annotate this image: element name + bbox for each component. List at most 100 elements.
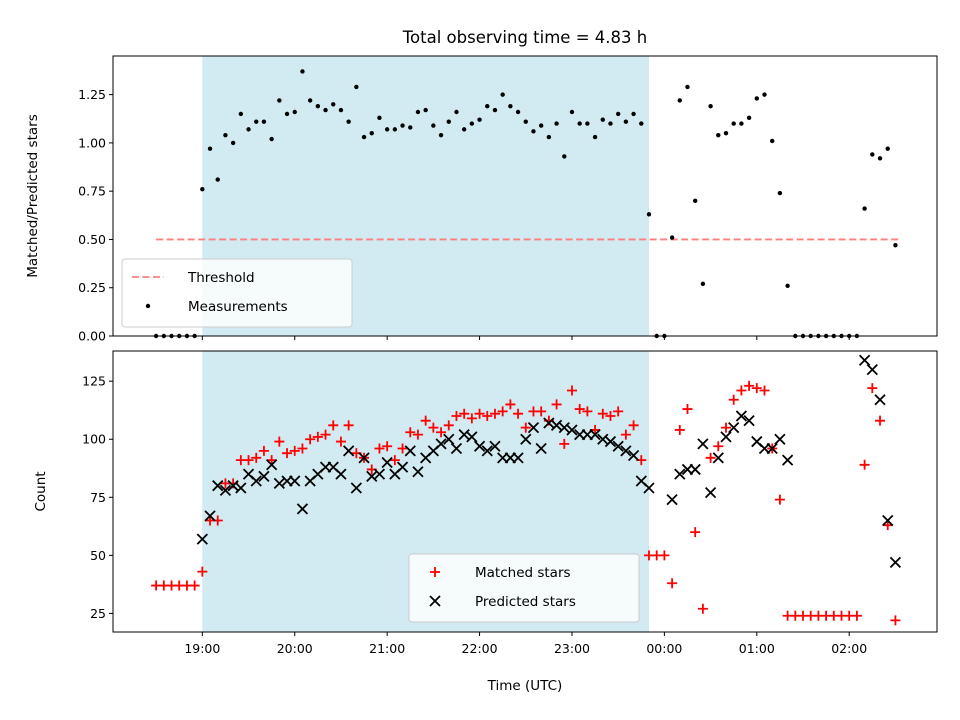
- predicted-star-point: [343, 445, 355, 457]
- ratio-panel: 0.00 0.25 0.50 0.75 1.00 1.25 Total observing…: [25, 28, 938, 344]
- matched-star-point: [251, 452, 262, 463]
- matched-star-point: [459, 408, 470, 419]
- predicted-star-point: [781, 454, 794, 466]
- measurement-point: [338, 107, 344, 113]
- measurement-point: [554, 121, 559, 126]
- predicted-star-point: [527, 421, 540, 434]
- predicted-star-point: [643, 482, 655, 494]
- matched-star-point: [282, 448, 293, 459]
- matched-star-point: [312, 431, 323, 442]
- measurement-point: [608, 121, 613, 126]
- x-tick-label: 21:00: [369, 641, 405, 656]
- matched-star-point: [713, 441, 724, 452]
- predicted-star-point: [350, 482, 362, 494]
- matched-star-point: [405, 427, 416, 438]
- measurement-point: [307, 98, 313, 103]
- count-y-tick-label: 50: [90, 548, 106, 563]
- matched-star-point: [443, 420, 454, 431]
- ratio-y-tick-label: 0.25: [78, 280, 106, 295]
- matched-star-point: [536, 406, 547, 417]
- matched-star-point: [289, 445, 300, 456]
- predicted-star-point: [558, 421, 570, 434]
- matched-star-point: [875, 415, 886, 426]
- matched-star-point: [613, 406, 624, 417]
- measurement-point: [623, 119, 629, 124]
- matched-star-point: [412, 429, 423, 440]
- measurement-point: [877, 156, 883, 161]
- predicted-star-point: [512, 452, 524, 464]
- measurement-point: [600, 117, 605, 122]
- matched-star-point: [389, 455, 400, 466]
- measurement-point: [384, 127, 390, 132]
- ratio-legend: Threshold Measurements: [121, 258, 353, 328]
- matched-star-point: [343, 420, 354, 431]
- matched-star-point: [736, 385, 747, 396]
- x-tick-label: 22:00: [462, 641, 498, 656]
- matched-star-point: [720, 422, 731, 433]
- measurement-point: [415, 109, 421, 115]
- ratio-y-tick-label: 0.00: [78, 329, 106, 344]
- ratio-legend-label: Measurements: [188, 299, 288, 315]
- predicted-star-point: [289, 475, 301, 487]
- predicted-star-point: [489, 440, 501, 452]
- matched-star-point: [258, 445, 269, 456]
- measurement-point: [523, 119, 528, 124]
- measurement-point: [577, 121, 582, 126]
- matched-star-point: [520, 422, 531, 433]
- measurement-point: [893, 243, 898, 248]
- measurement-point: [777, 190, 783, 196]
- measurement-point: [431, 123, 436, 128]
- measurement-point: [346, 119, 351, 124]
- predicted-star-point: [404, 445, 416, 457]
- matched-star-point: [428, 422, 439, 433]
- measurement-point: [269, 136, 274, 142]
- matched-star-point: [705, 452, 716, 463]
- predicted-star-point: [627, 449, 640, 462]
- predicted-star-point: [235, 482, 247, 494]
- predicted-star-point: [481, 445, 493, 457]
- measurement-point: [569, 109, 575, 115]
- predicted-star-point: [882, 514, 894, 527]
- measurement-point: [369, 131, 374, 136]
- measurement-point: [323, 107, 328, 113]
- measurement-point: [585, 121, 590, 126]
- x-tick-label: 20:00: [277, 641, 313, 656]
- matched-star-point: [451, 411, 462, 422]
- measurement-point: [500, 92, 505, 97]
- measurement-point: [754, 96, 759, 101]
- count-y-ticks: 25 50 75 100 125: [82, 374, 113, 621]
- predicted-star-point: [458, 428, 470, 441]
- count-legend-matched-swatch: [430, 567, 440, 577]
- x-tick-label: 00:00: [646, 641, 682, 656]
- count-y-tick-label: 25: [90, 606, 106, 621]
- measurement-point: [639, 121, 644, 126]
- measurement-point: [508, 104, 513, 109]
- matched-star-point: [674, 424, 685, 435]
- matched-star-point: [682, 404, 693, 415]
- matched-star-point: [605, 411, 616, 422]
- measurement-point: [885, 146, 890, 151]
- predicted-star-point: [674, 468, 686, 480]
- measurement-point: [215, 177, 220, 182]
- x-tick-label: 23:00: [554, 641, 590, 656]
- predicted-star-point: [373, 468, 386, 480]
- matched-star-point: [728, 394, 739, 405]
- predicted-star-point: [620, 445, 632, 457]
- predicted-star-point: [874, 394, 886, 406]
- predicted-star-point: [366, 470, 378, 483]
- count-y-tick-label: 125: [82, 374, 106, 389]
- matched-star-point: [744, 380, 755, 391]
- matched-star-point: [697, 603, 708, 614]
- ratio-y-axis-label: Matched/Predicted stars: [25, 114, 41, 277]
- measurement-point: [646, 212, 652, 217]
- matched-star-point: [759, 385, 770, 396]
- matched-star-point: [859, 459, 870, 470]
- measurement-point: [461, 127, 467, 132]
- predicted-star-point: [196, 533, 208, 545]
- predicted-star-point: [266, 459, 278, 471]
- predicted-star-point: [689, 463, 701, 476]
- x-tick-label: 19:00: [184, 641, 220, 656]
- matched-star-point: [851, 610, 862, 621]
- ratio-legend-label: Threshold: [187, 270, 255, 286]
- matched-star-point: [867, 383, 878, 394]
